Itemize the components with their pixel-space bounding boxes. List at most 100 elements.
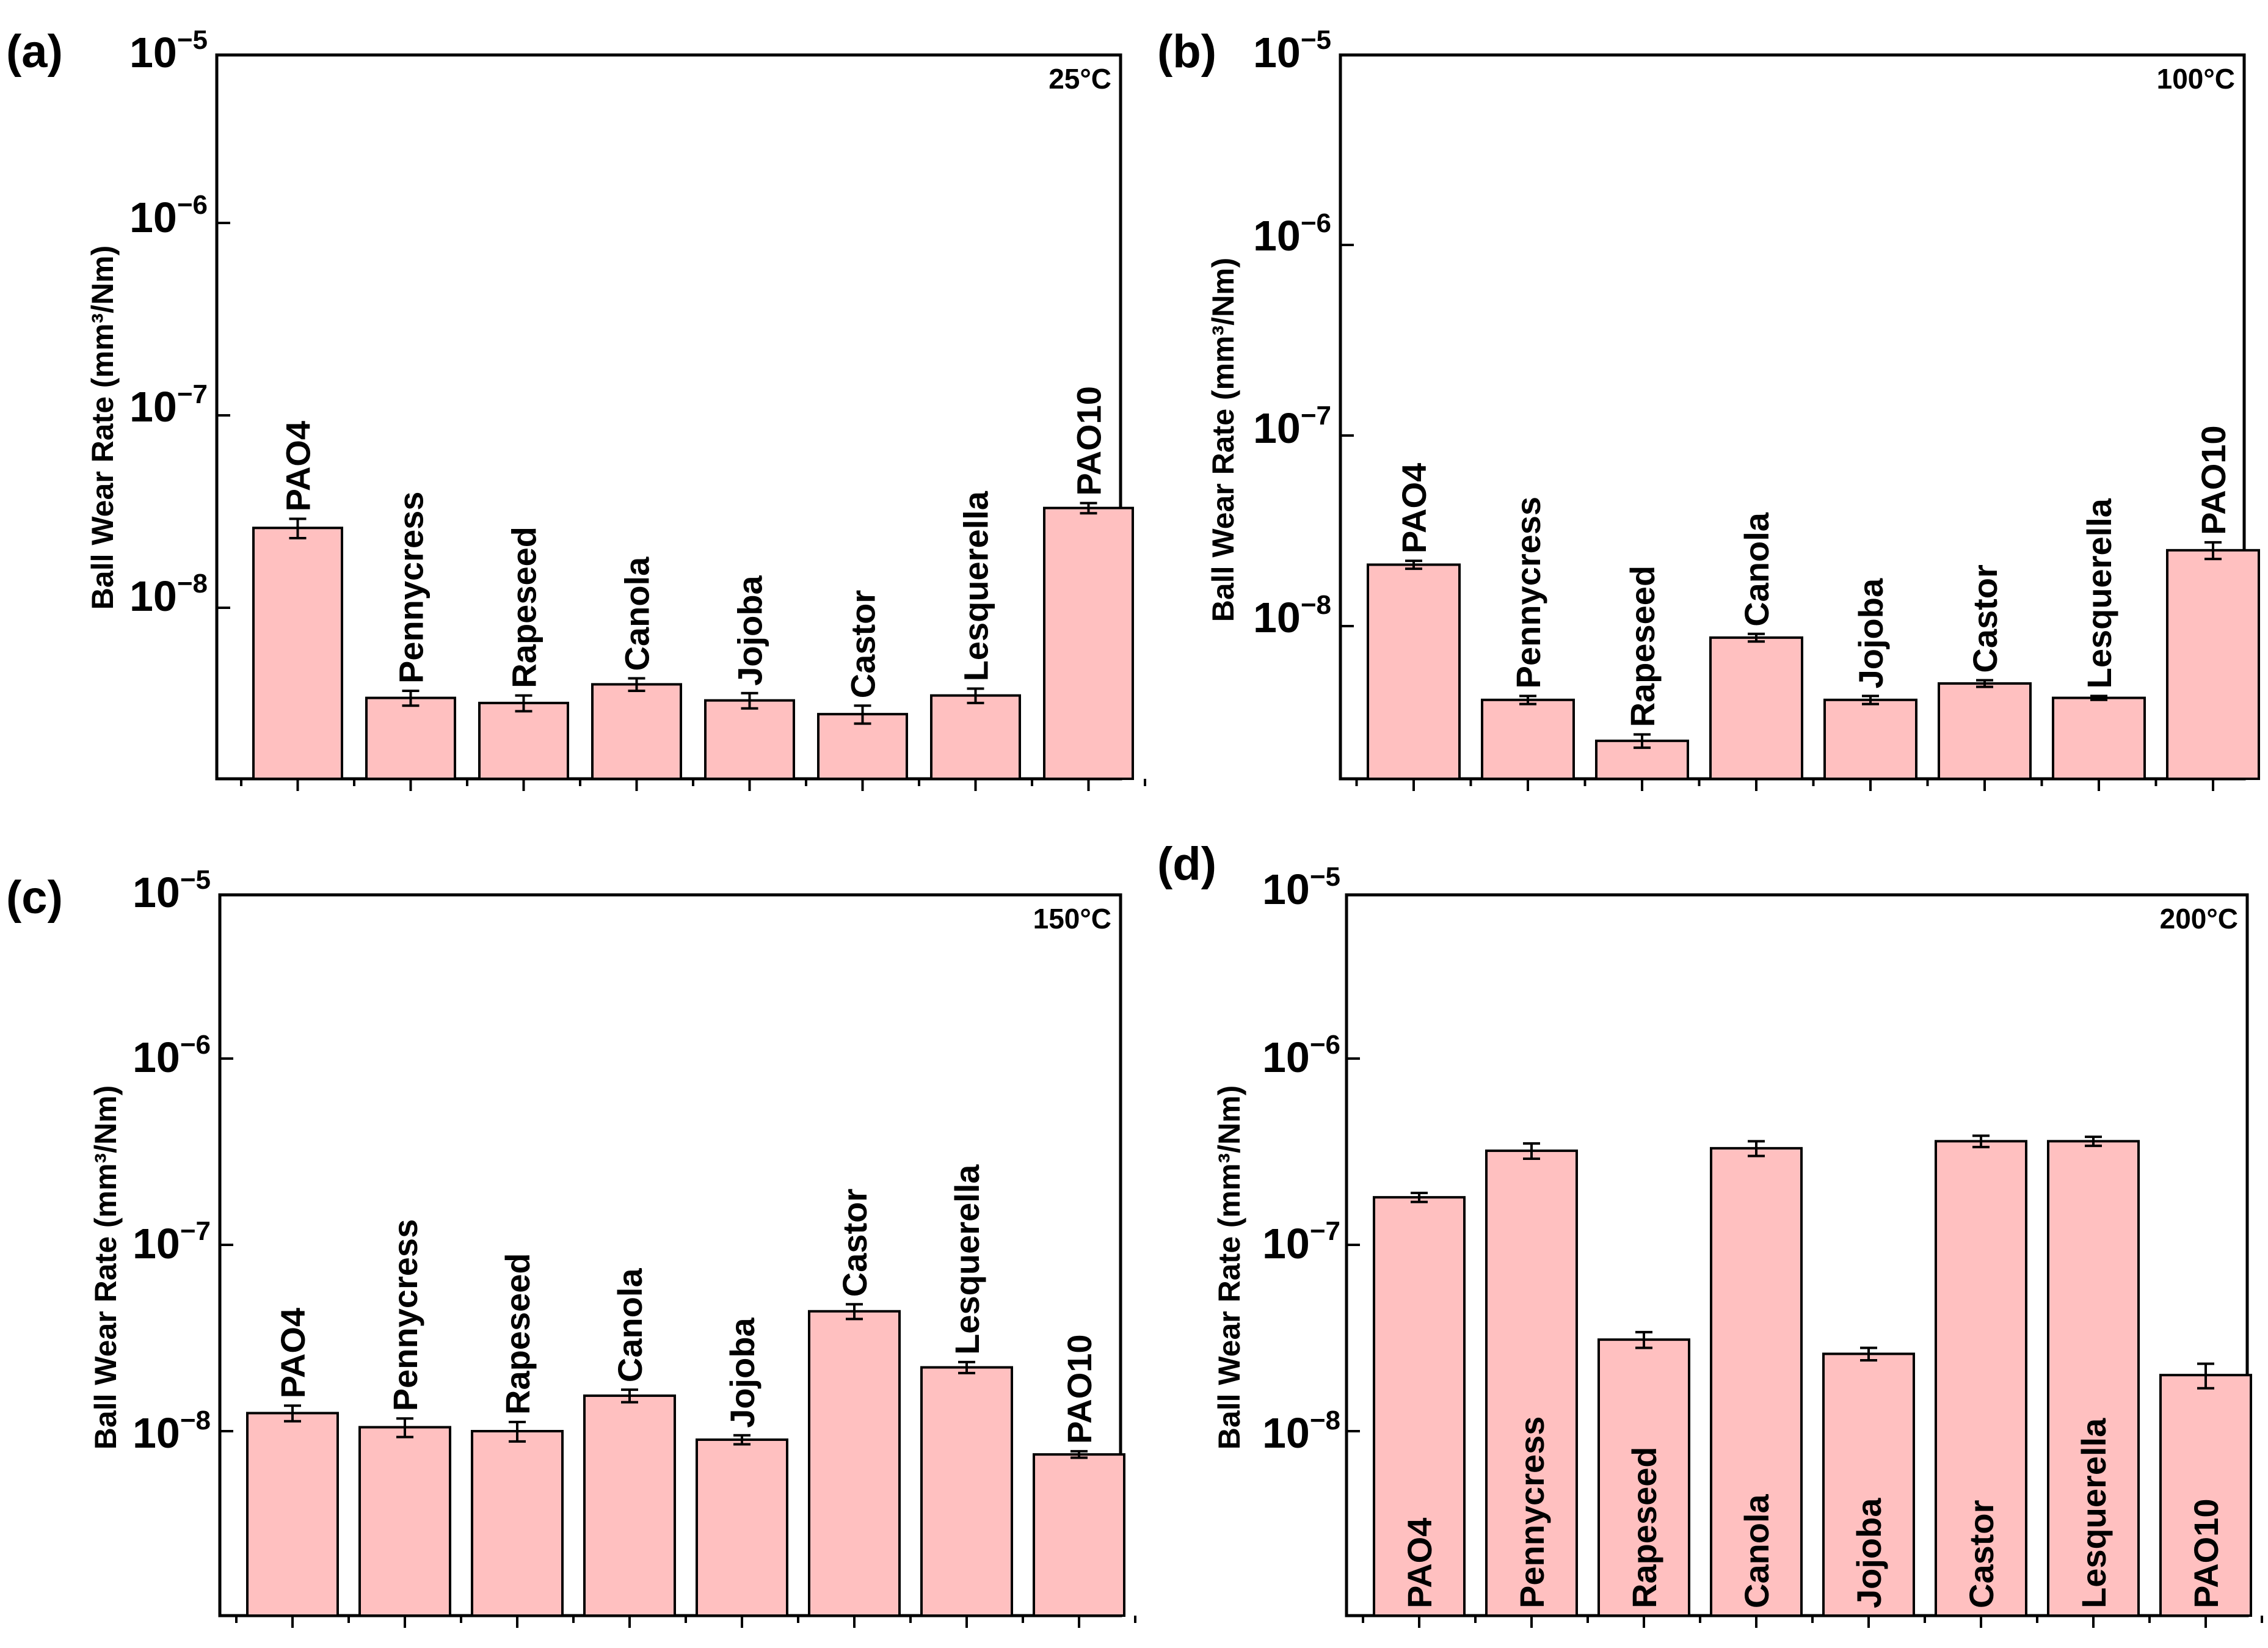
panel-d-ytick-label-1e-8: 10−8 [1262, 1406, 1340, 1457]
panel-c-x-ticks [235, 1616, 1136, 1628]
panel-b-bar-label-rapeseed: Rapeseed [1623, 566, 1662, 727]
panel-b-bar-lesquerella [2052, 696, 2146, 781]
panel-c-errorbar-canola [621, 1388, 638, 1404]
panel-a: (a) Ball Wear Rate (mm³/Nm) 10−8 10−7 10… [6, 25, 1146, 791]
panel-d-bar-label-rapeseed: Rapeseed [1625, 1446, 1663, 1608]
panel-c-errorbar-rapeseed [509, 1420, 526, 1443]
panel-c-bar-label-lesquerella: Lesquerella [948, 1164, 986, 1355]
panel-c-errorbar-pao10 [1070, 1449, 1088, 1459]
panel-a-ytick-label-1e-5: 10−5 [129, 25, 208, 76]
panel-c-bar-label-jojoba: Jojoba [723, 1317, 761, 1427]
panel-a-label: (a) [6, 26, 63, 78]
panel-a-bar-label-lesquerella: Lesquerella [957, 490, 995, 681]
panel-b-bar-label-pao4: PAO4 [1395, 463, 1433, 553]
panel-b-errorbar-rapeseed [1634, 733, 1651, 749]
panel-b-errorbar-canola [1748, 632, 1765, 643]
panel-c-plot-area: 150°C PAO4 Pennycress Rapeseed Canola Jojoba… [218, 893, 1136, 1628]
panel-a-y-axis-label: Ball Wear Rate (mm³/Nm) [85, 246, 120, 610]
panel-a-bar-label-pao10: PAO10 [1070, 386, 1108, 495]
panel-a-errorbar-pao4 [289, 517, 307, 540]
panel-c-bar-castor [808, 1310, 901, 1617]
panel-a-ytick-label-1e-6: 10−6 [129, 190, 208, 241]
panel-d-plot-area: 200°C PAO4 Pennycress Rapeseed Canola Jojoba… [1345, 893, 2263, 1628]
panel-b-errorbar-castor [1976, 679, 1993, 688]
panel-b-bar-canola [1709, 636, 1803, 780]
panel-d-errorbar-pao10 [2197, 1362, 2214, 1390]
panel-d-bar-pennycress [1485, 1149, 1578, 1617]
panel-a-errorbar-pennycress [402, 690, 420, 707]
panel-c-errorbar-lesquerella [958, 1360, 975, 1374]
panel-b-bar-pao10 [2166, 549, 2260, 780]
panel-b-bar-label-pennycress: Pennycress [1509, 497, 1547, 688]
panel-a-bars: PAO4 Pennycress Rapeseed Canola Jojoba Castor… [217, 222, 1134, 781]
panel-c-bar-label-pennycress: Pennycress [386, 1219, 424, 1411]
panel-b-errorbar-pao4 [1405, 560, 1422, 571]
panel-d-tick-labels: 10−8 10−7 10−6 10−5 [1262, 862, 1340, 1457]
panel-d-bar-label-pao10: PAO10 [2187, 1499, 2225, 1608]
panel-a-x-ticks [240, 779, 1146, 791]
panel-a-ytick-label-1e-7: 10−7 [129, 379, 208, 431]
panel-c-errorbar-jojoba [733, 1434, 751, 1446]
panel-c-bar-canola [583, 1394, 676, 1617]
panel-a-plot-area: 25°C PAO4 Pennycress Rapeseed Canola Jojoba C… [215, 53, 1146, 791]
panel-c-bar-lesquerella [920, 1366, 1013, 1617]
panel-d-errorbar-rapeseed [1635, 1330, 1652, 1349]
panel-a-temperature: 25°C [1049, 63, 1111, 95]
panel-b-bars: PAO4 Pennycress Rapeseed Canola Jojoba Castor… [1340, 244, 2260, 781]
panel-c-y-axis-label: Ball Wear Rate (mm³/Nm) [89, 1085, 123, 1449]
panel-d-label: (d) [1157, 838, 1216, 890]
panel-d-bar-pao4 [1373, 1196, 1466, 1617]
panel-a-bar-rapeseed [478, 701, 569, 781]
panel-d-bar-jojoba [1822, 1352, 1915, 1617]
panel-a-bar-label-pao4: PAO4 [279, 421, 318, 511]
panel-c-bar-label-pao10: PAO10 [1060, 1334, 1099, 1443]
panel-b-ytick-label-1e-8: 10−8 [1253, 590, 1331, 641]
panel-c-bar-pennycress [358, 1426, 451, 1617]
panel-a-ytick-label-1e-8: 10−8 [129, 569, 208, 620]
panel-c-bar-label-pao4: PAO4 [274, 1308, 312, 1398]
panel-b-errorbar-lesquerella [2090, 695, 2107, 701]
panel-b-ytick-label-1e-6: 10−6 [1253, 208, 1331, 260]
panel-c-bar-rapeseed [471, 1430, 564, 1617]
panel-b-ytick-label-1e-7: 10−7 [1253, 401, 1331, 452]
panel-a-bar-pennycress [365, 696, 456, 780]
panel-d-temperature: 200°C [2160, 903, 2238, 935]
panel-a-bar-label-jojoba: Jojoba [731, 575, 769, 685]
panel-d-errorbar-lesquerella [2085, 1136, 2102, 1147]
panel-b-bar-label-pao10: PAO10 [2194, 425, 2233, 534]
panel-b-errorbar-pao10 [2204, 541, 2222, 561]
panel-c-temperature: 150°C [1033, 903, 1111, 935]
panel-a-bar-label-pennycress: Pennycress [392, 492, 431, 684]
panel-c-ytick-label-1e-7: 10−7 [133, 1216, 211, 1267]
panel-a-bar-jojoba [704, 699, 795, 780]
panel-c-label: (c) [6, 872, 63, 924]
panel-b: (b) Ball Wear Rate (mm³/Nm) 10−8 10−7 10… [1157, 25, 2260, 791]
panel-b-plot-area: 100°C PAO4 Pennycress Rapeseed Canola Jojoba… [1339, 53, 2260, 791]
panel-b-bar-jojoba [1823, 698, 1917, 780]
panel-d-ytick-label-1e-7: 10−7 [1262, 1216, 1340, 1267]
panel-b-temperature: 100°C [2157, 63, 2235, 95]
panel-d-ytick-label-1e-5: 10−5 [1262, 862, 1340, 913]
panel-a-errorbar-canola [628, 677, 645, 693]
panel-c-bars: PAO4 Pennycress Rapeseed Canola Jojoba Castor… [220, 1057, 1125, 1617]
panel-d: (d) Ball Wear Rate (mm³/Nm) 10−8 10−7 10… [1157, 838, 2263, 1628]
panel-a-bar-canola [591, 683, 682, 780]
panel-c-errorbar-pao4 [284, 1404, 301, 1423]
panel-a-bar-lesquerella [930, 694, 1021, 780]
panel-c-bar-label-rapeseed: Rapeseed [498, 1253, 537, 1415]
panel-b-bar-label-lesquerella: Lesquerella [2080, 498, 2118, 688]
panel-d-errorbar-jojoba [1860, 1346, 1877, 1362]
panel-c: (c) Ball Wear Rate (mm³/Nm) 10−8 10−7 10… [6, 865, 1136, 1628]
panel-a-bar-label-rapeseed: Rapeseed [505, 527, 543, 688]
panel-b-bar-pao4 [1367, 563, 1461, 780]
panel-b-errorbar-pennycress [1519, 695, 1536, 706]
panel-d-bar-label-lesquerella: Lesquerella [2074, 1418, 2113, 1608]
panel-d-bar-label-jojoba: Jojoba [1850, 1498, 1888, 1608]
panel-c-errorbar-pennycress [396, 1417, 413, 1438]
panel-d-ytick-label-1e-6: 10−6 [1262, 1030, 1340, 1081]
panel-b-bar-label-canola: Canola [1737, 512, 1776, 627]
panel-c-bar-pao4 [246, 1412, 339, 1617]
panel-a-errorbar-pao10 [1080, 501, 1097, 515]
panel-c-bar-pao10 [1033, 1453, 1125, 1617]
panel-d-bars: PAO4 Pennycress Rapeseed Canola Jojoba Castor… [1347, 1057, 2252, 1617]
